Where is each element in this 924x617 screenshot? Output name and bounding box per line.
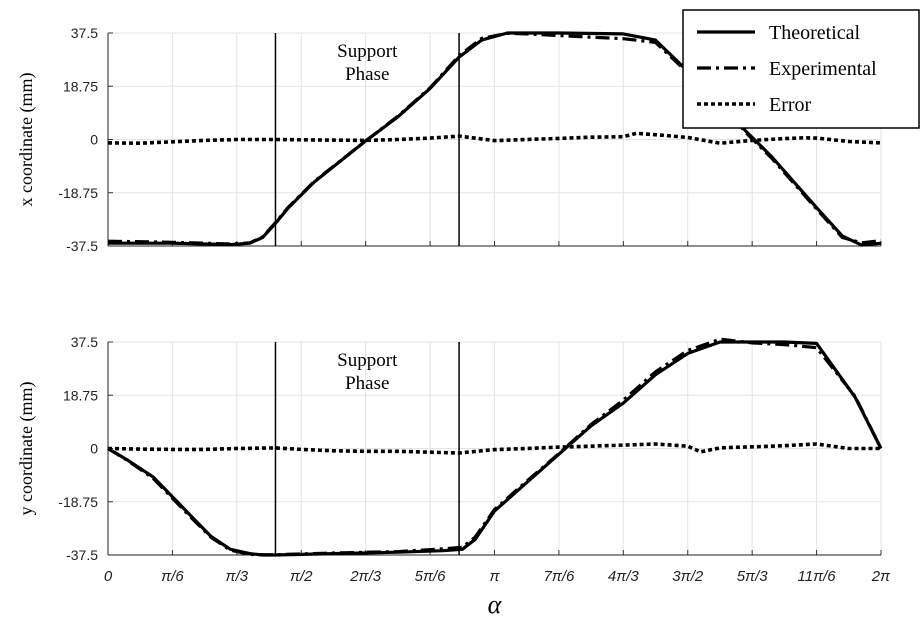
x-tick-label: 3π/2 bbox=[672, 568, 704, 585]
x-axis-label: α bbox=[488, 590, 503, 617]
y-tick-label: -18.75 bbox=[58, 494, 98, 510]
y-tick-label: 37.5 bbox=[71, 25, 98, 41]
y-tick-label: 18.75 bbox=[63, 387, 98, 403]
x-tick-label: π/6 bbox=[161, 568, 184, 585]
support-phase-annotation: Phase bbox=[345, 64, 389, 85]
legend-label-theoretical: Theoretical bbox=[769, 22, 860, 44]
x-tick-label: 5π/6 bbox=[415, 568, 447, 585]
support-phase-annotation: Phase bbox=[345, 373, 389, 394]
support-phase-annotation: Support bbox=[337, 350, 398, 371]
y-axis-label: y coordinate (mm) bbox=[16, 382, 37, 516]
legend: Theoretical Experimental Error bbox=[682, 9, 920, 129]
x-tick-label: 7π/6 bbox=[543, 568, 575, 585]
x-tick-label: 11π/6 bbox=[798, 568, 837, 585]
series-error bbox=[107, 131, 882, 145]
y-tick-label: 18.75 bbox=[63, 78, 98, 94]
y-tick-label: 37.5 bbox=[71, 334, 98, 350]
series-error bbox=[107, 442, 881, 455]
series-theoretical bbox=[107, 340, 883, 557]
y-tick-label: 0 bbox=[90, 441, 98, 457]
x-tick-label: π/3 bbox=[226, 568, 249, 585]
support-phase-annotation: Support bbox=[337, 41, 398, 62]
legend-box bbox=[682, 9, 920, 129]
y-tick-label: 0 bbox=[90, 132, 98, 148]
x-tick-label: 0 bbox=[104, 568, 113, 585]
y-axis-label: x coordinate (mm) bbox=[16, 73, 37, 207]
x-tick-label: π bbox=[489, 568, 500, 585]
x-tick-label: π/2 bbox=[290, 568, 313, 585]
panel-2: 37.5 18.75 0 -18.75 -37.5 0 π/6 π/3 π/2 2π/3 5π/6 π… bbox=[16, 334, 891, 617]
x-tick-label: 2π/3 bbox=[349, 568, 382, 585]
legend-label-error: Error bbox=[769, 94, 812, 116]
series-experimental bbox=[107, 31, 882, 246]
x-tick-label: 5π/3 bbox=[737, 568, 769, 585]
x-tick-label: 4π/3 bbox=[608, 568, 640, 585]
x-tick-label: 2π bbox=[871, 568, 891, 585]
y-tick-label: -37.5 bbox=[66, 547, 98, 563]
y-tick-label: -18.75 bbox=[58, 185, 98, 201]
legend-label-experimental: Experimental bbox=[769, 58, 877, 80]
y-tick-label: -37.5 bbox=[66, 238, 98, 254]
